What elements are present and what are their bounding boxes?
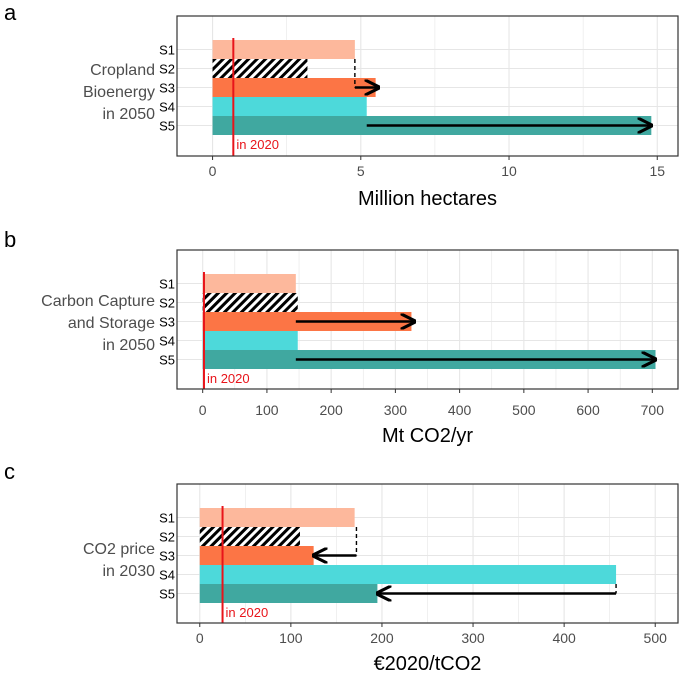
bar-s2 [202, 293, 298, 312]
x-tick-label: 600 [576, 402, 600, 418]
category-label-s3: S3 [159, 81, 175, 96]
panel-c-letter: c [4, 459, 15, 484]
x-tick-label: 0 [196, 630, 204, 646]
category-label-s2: S2 [159, 530, 175, 545]
bar-s4 [212, 97, 367, 116]
ylabel-line: and Storage [68, 315, 155, 332]
ylabel-line: CO2 price [83, 541, 155, 558]
panel-a-letter: a [4, 0, 17, 25]
ylabel-line: in 2050 [103, 337, 156, 354]
x-axis-label: Mt CO2/yr [382, 425, 473, 447]
category-label-s3: S3 [159, 549, 175, 564]
reference-label: in 2020 [226, 605, 269, 620]
x-tick-label: 15 [649, 163, 665, 179]
category-label-s1: S1 [159, 277, 175, 292]
category-label-s5: S5 [159, 353, 175, 368]
x-tick-label: 0 [209, 163, 217, 179]
ylabel-line: Cropland [90, 62, 155, 79]
x-tick-label: 0 [199, 402, 207, 418]
bar-s3 [212, 78, 376, 97]
x-tick-label: 300 [384, 402, 408, 418]
category-label-s1: S1 [159, 43, 175, 58]
x-tick-label: 500 [512, 402, 536, 418]
bar-s1 [202, 274, 296, 293]
panel-b-letter: b [4, 227, 16, 252]
x-tick-label: 10 [501, 163, 517, 179]
bar-s3 [199, 546, 314, 565]
category-label-s4: S4 [159, 334, 175, 349]
category-label-s3: S3 [159, 315, 175, 330]
x-tick-label: 200 [319, 402, 343, 418]
category-label-s1: S1 [159, 511, 175, 526]
category-label-s2: S2 [159, 296, 175, 311]
bar-s5 [199, 584, 378, 603]
bar-s4 [199, 565, 617, 584]
category-label-s2: S2 [159, 62, 175, 77]
reference-label: in 2020 [207, 371, 250, 386]
bar-s4 [202, 331, 298, 350]
x-tick-label: 300 [461, 630, 485, 646]
reference-label: in 2020 [236, 137, 279, 152]
x-tick-label: 500 [644, 630, 668, 646]
x-tick-label: 700 [641, 402, 665, 418]
ylabel-line: in 2030 [103, 563, 156, 580]
x-tick-label: 200 [370, 630, 394, 646]
x-tick-label: 5 [357, 163, 365, 179]
x-tick-label: 400 [552, 630, 576, 646]
ylabel-line: Carbon Capture [41, 293, 155, 310]
bar-s2 [212, 59, 308, 78]
ylabel-line: in 2050 [103, 106, 156, 123]
bar-s1 [212, 40, 355, 59]
panel-b: in 2020 S1 S2 S3 S4 S5 Carbon Capture and Stora… [41, 249, 679, 447]
panel-a: in 2020 S1 S2 S3 S4 S5 Cropland Bioenergy in 205… [83, 15, 679, 210]
x-tick-label: 400 [448, 402, 472, 418]
x-axis-label: Million hectares [358, 188, 497, 210]
bar-s2 [199, 527, 300, 546]
category-label-s4: S4 [159, 568, 175, 583]
plot-frame [176, 249, 679, 390]
x-tick-label: 100 [279, 630, 303, 646]
bar-s1 [199, 508, 355, 527]
plot-frame [176, 15, 679, 157]
x-axis-label: €2020/tCO2 [374, 653, 482, 672]
plot-frame [176, 483, 679, 624]
x-tick-label: 100 [255, 402, 279, 418]
ylabel-line: Bioenergy [83, 84, 155, 101]
panel-c: in 2020 S1 S2 S3 S4 S5 CO2 price in 2030 0 100 200… [83, 483, 679, 675]
category-label-s5: S5 [159, 587, 175, 602]
category-label-s4: S4 [159, 100, 175, 115]
category-label-s5: S5 [159, 119, 175, 134]
